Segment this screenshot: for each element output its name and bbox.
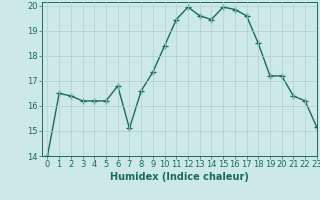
- X-axis label: Humidex (Indice chaleur): Humidex (Indice chaleur): [110, 172, 249, 182]
